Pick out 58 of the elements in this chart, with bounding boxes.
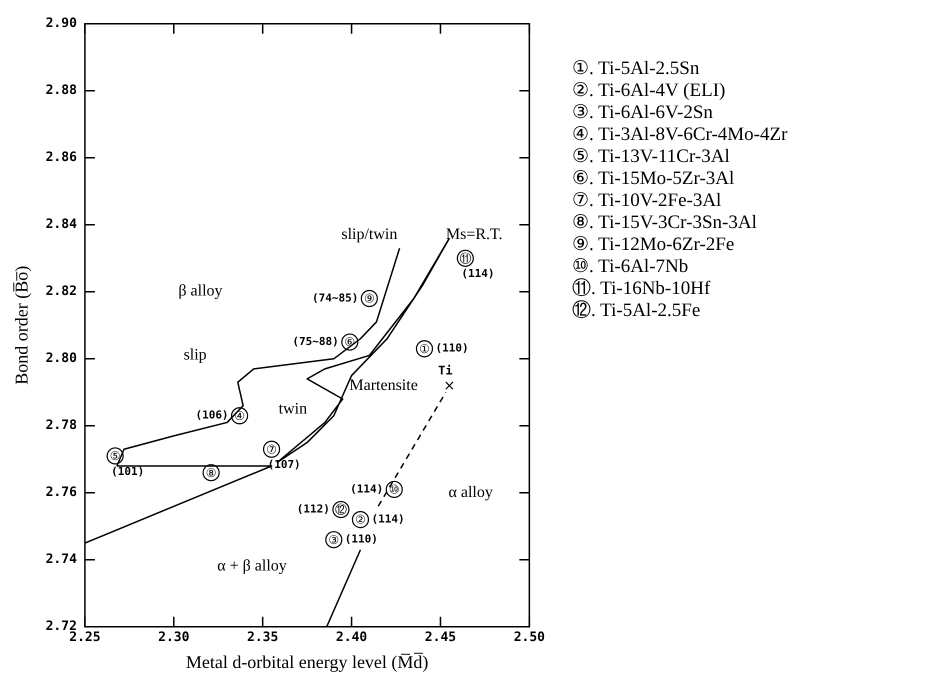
- data-label: ⑧: [206, 466, 217, 480]
- x-tick-label: 2.50: [514, 630, 546, 645]
- x-tick-label: 2.40: [336, 630, 368, 645]
- data-label: ⑤: [110, 449, 121, 464]
- data-label: ⑨: [364, 292, 375, 306]
- x-tick-label: 2.30: [158, 630, 190, 645]
- annotation: (114): [371, 512, 405, 526]
- annotation: α + β alloy: [217, 558, 287, 575]
- annotation: (106): [195, 408, 229, 422]
- text: ⑨. Ti-12Mo-6Zr-2Fe: [572, 234, 736, 256]
- annotation: twin: [278, 400, 308, 418]
- annotation: Martensite: [349, 376, 418, 394]
- x-tick-label: 2.35: [247, 630, 278, 645]
- y-tick-label: 2.76: [46, 485, 78, 500]
- annotation: α alloy: [448, 484, 493, 502]
- text: ⑫. Ti-5Al-2.5Fe: [572, 300, 702, 322]
- data-label: ③: [328, 532, 340, 547]
- annotation: slip/twin: [341, 226, 398, 244]
- x-axis-title: Metal d-orbital energy level (M̅d̅): [186, 652, 428, 672]
- y-tick-label: 2.74: [46, 552, 78, 568]
- annotation: (112): [296, 502, 330, 516]
- annotation: (74~85): [312, 291, 358, 304]
- y-tick-label: 2.80: [46, 351, 78, 366]
- text: ②. Ti-6Al-4V (ELI): [572, 80, 726, 102]
- text: ⑤. Ti-13V-11Cr-3Al: [572, 146, 731, 168]
- annotation: (114): [461, 267, 494, 280]
- text: ⑦. Ti-10V-2Fe-3Al: [572, 190, 722, 212]
- data-label: ⑫: [334, 502, 347, 517]
- text: ③. Ti-6Al-6V-2Sn: [572, 102, 714, 124]
- text: ⑩. Ti-6Al-7Nb: [572, 256, 690, 278]
- text: ④. Ti-3Al-8V-6Cr-4Mo-4Zr: [572, 124, 788, 146]
- annotation: (114): [350, 482, 384, 496]
- y-tick-label: 2.88: [46, 83, 78, 98]
- annotation: β alloy: [178, 282, 223, 300]
- annotation: (101): [111, 464, 144, 478]
- y-tick-label: 2.78: [46, 418, 78, 434]
- data-label: ①: [419, 342, 430, 356]
- annotation: (110): [344, 532, 378, 546]
- text: ⑧. Ti-15V-3Cr-3Sn-3Al: [572, 212, 758, 234]
- x-tick-label: 2.45: [424, 630, 456, 645]
- text: ⑪. Ti-16Nb-10Hf: [572, 278, 712, 300]
- annotation: slip: [184, 346, 207, 364]
- y-tick-label: 2.82: [46, 284, 77, 300]
- y-tick-label: 2.84: [46, 217, 78, 232]
- data-label: Ti: [438, 364, 453, 378]
- text: ①. Ti-5Al-2.5Sn: [572, 58, 700, 80]
- annotation: (110): [435, 342, 469, 355]
- y-axis-title: Bond order (B̅o̅): [12, 266, 32, 385]
- annotation: Ms=R.T.: [446, 226, 503, 244]
- text: ⑥. Ti-15Mo-5Zr-3Al: [572, 168, 736, 190]
- y-tick-label: 2.86: [46, 150, 78, 166]
- annotation: (107): [268, 458, 301, 472]
- annotation: (75~88): [292, 334, 339, 348]
- data-label: ②: [355, 512, 366, 527]
- data-label: ⑪: [459, 251, 472, 266]
- data-label: ⑩: [388, 482, 400, 497]
- data-label: ⑦: [266, 442, 277, 456]
- y-tick-label: 2.90: [46, 16, 78, 32]
